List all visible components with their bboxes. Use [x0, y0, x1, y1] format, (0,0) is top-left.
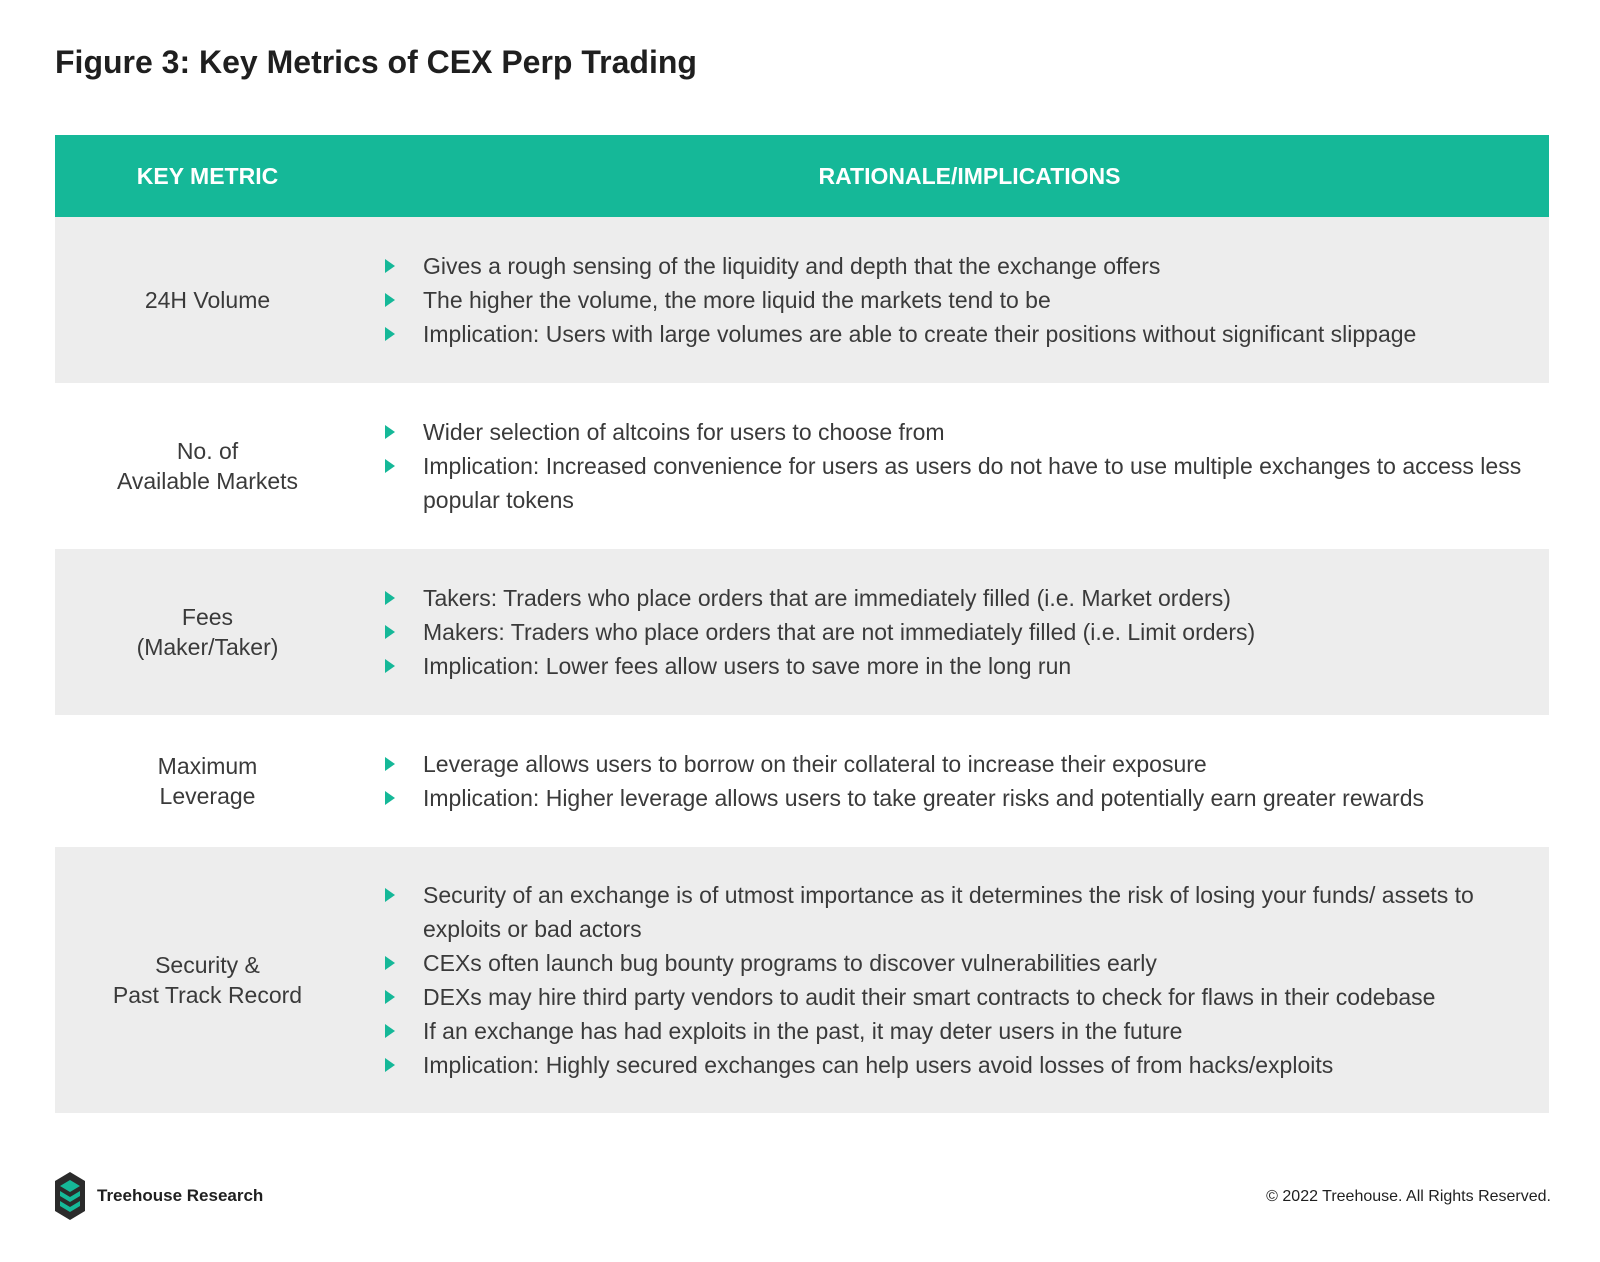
header-rationale: RATIONALE/IMPLICATIONS: [818, 162, 1121, 189]
table-row: 24H Volume Gives a rough sensing of the l…: [55, 217, 1549, 383]
rationale-item: Security of an exchange is of utmost imp…: [385, 878, 1549, 946]
metric-name-line: Available Markets: [116, 468, 299, 494]
rationale-item: Implication: Higher leverage allows user…: [385, 781, 1549, 815]
triangle-bullet-icon: [385, 878, 423, 912]
metric-name: Security & Past Track Record: [55, 950, 360, 1010]
rationale-item: Implication: Users with large volumes ar…: [385, 317, 1549, 351]
metric-name: Fees (Maker/Taker): [55, 602, 360, 662]
rationale-item: If an exchange has had exploits in the p…: [385, 1014, 1549, 1048]
metric-name-line: Past Track Record: [112, 982, 303, 1008]
table-row: Security & Past Track Record Security of a…: [55, 847, 1549, 1113]
rationale-item: Implication: Increased convenience for u…: [385, 449, 1549, 517]
footer-brand: Treehouse Research: [55, 1172, 263, 1220]
rationale-text: Implication: Highly secured exchanges ca…: [423, 1052, 1334, 1078]
rationale-list: Takers: Traders who place orders that ar…: [360, 581, 1549, 683]
triangle-bullet-icon: [385, 581, 423, 615]
table-row: Maximum Leverage Leverage allows users to …: [55, 715, 1549, 847]
triangle-bullet-icon: [385, 1014, 423, 1048]
triangle-bullet-icon: [385, 615, 423, 649]
metric-name-line: (Maker/Taker): [136, 634, 279, 660]
rationale-text: If an exchange has had exploits in the p…: [423, 1018, 1183, 1044]
metric-name-line: Fees: [181, 604, 234, 630]
treehouse-logo-icon: [55, 1172, 85, 1220]
triangle-bullet-icon: [385, 781, 423, 815]
metric-name: 24H Volume: [55, 285, 360, 315]
rationale-item: The higher the volume, the more liquid t…: [385, 283, 1549, 317]
rationale-list: Wider selection of altcoins for users to…: [360, 415, 1549, 517]
triangle-bullet-icon: [385, 449, 423, 483]
rationale-item: Implication: Lower fees allow users to s…: [385, 649, 1549, 683]
rationale-text: The higher the volume, the more liquid t…: [423, 287, 1051, 313]
rationale-list: Leverage allows users to borrow on their…: [360, 747, 1549, 815]
triangle-bullet-icon: [385, 283, 423, 317]
rationale-item: Implication: Highly secured exchanges ca…: [385, 1048, 1549, 1082]
metric-name: Maximum Leverage: [55, 751, 360, 811]
rationale-text: Takers: Traders who place orders that ar…: [423, 585, 1231, 611]
table-row: Fees (Maker/Taker) Takers: Traders who pla…: [55, 549, 1549, 715]
metric-name-line: 24H Volume: [144, 287, 271, 313]
rationale-item: Makers: Traders who place orders that ar…: [385, 615, 1549, 649]
rationale-item: Wider selection of altcoins for users to…: [385, 415, 1549, 449]
figure-title: Figure 3: Key Metrics of CEX Perp Tradin…: [55, 44, 697, 80]
rationale-list: Security of an exchange is of utmost imp…: [360, 878, 1549, 1082]
rationale-text: Leverage allows users to borrow on their…: [423, 751, 1207, 777]
metrics-table: KEY METRIC RATIONALE/IMPLICATIONS 24H Vo…: [55, 135, 1549, 1113]
triangle-bullet-icon: [385, 249, 423, 283]
rationale-item: Gives a rough sensing of the liquidity a…: [385, 249, 1549, 283]
triangle-bullet-icon: [385, 317, 423, 351]
rationale-item: DEXs may hire third party vendors to aud…: [385, 980, 1549, 1014]
rationale-text: Implication: Increased convenience for u…: [423, 453, 1522, 513]
rationale-text: Gives a rough sensing of the liquidity a…: [423, 253, 1161, 279]
metric-name-line: Leverage: [159, 783, 256, 809]
rationale-item: Leverage allows users to borrow on their…: [385, 747, 1549, 781]
triangle-bullet-icon: [385, 747, 423, 781]
table-header: KEY METRIC RATIONALE/IMPLICATIONS: [55, 135, 1549, 217]
rationale-list: Gives a rough sensing of the liquidity a…: [360, 249, 1549, 351]
triangle-bullet-icon: [385, 415, 423, 449]
rationale-text: Implication: Higher leverage allows user…: [423, 785, 1424, 811]
rationale-text: CEXs often launch bug bounty programs to…: [423, 950, 1157, 976]
header-key-metric: KEY METRIC: [136, 162, 279, 189]
triangle-bullet-icon: [385, 1048, 423, 1082]
metric-name: No. of Available Markets: [55, 436, 360, 496]
triangle-bullet-icon: [385, 980, 423, 1014]
table-row: No. of Available Markets Wider selection o…: [55, 383, 1549, 549]
metric-name-line: Security &: [155, 952, 260, 978]
rationale-item: Takers: Traders who place orders that ar…: [385, 581, 1549, 615]
brand-name: Treehouse Research: [97, 1186, 264, 1205]
rationale-item: CEXs often launch bug bounty programs to…: [385, 946, 1549, 980]
triangle-bullet-icon: [385, 649, 423, 683]
metric-name-line: Maximum: [157, 753, 258, 779]
rationale-text: DEXs may hire third party vendors to aud…: [423, 984, 1436, 1010]
table-body: 24H Volume Gives a rough sensing of the l…: [55, 217, 1549, 1113]
triangle-bullet-icon: [385, 946, 423, 980]
rationale-text: Wider selection of altcoins for users to…: [423, 419, 945, 445]
rationale-text: Implication: Lower fees allow users to s…: [423, 653, 1072, 679]
metric-name-line: No. of: [176, 438, 239, 464]
copyright-text: © 2022 Treehouse. All Rights Reserved.: [1266, 1188, 1551, 1205]
rationale-text: Implication: Users with large volumes ar…: [423, 321, 1417, 347]
rationale-text: Security of an exchange is of utmost imp…: [423, 882, 1474, 942]
rationale-text: Makers: Traders who place orders that ar…: [423, 619, 1256, 645]
